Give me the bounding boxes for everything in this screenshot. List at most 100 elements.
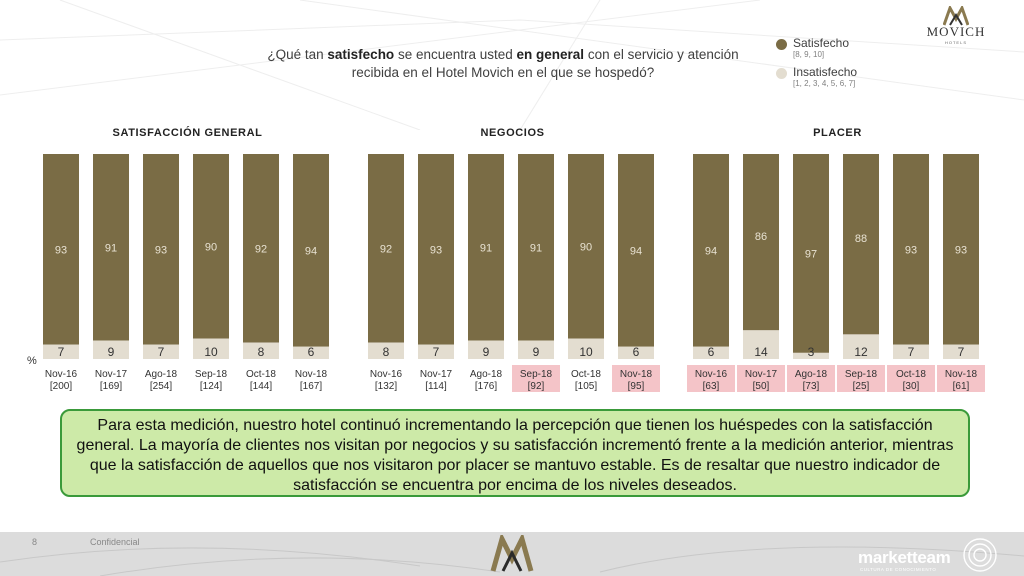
- highlight-cell: [887, 365, 935, 392]
- bar-dissatisfied: [843, 334, 879, 359]
- highlight-cell: [737, 365, 785, 392]
- base-label: [105]: [575, 381, 597, 392]
- data-label-dissatisfied: 14: [754, 345, 768, 359]
- legend-label-dissatisfied: Insatisfecho: [793, 65, 858, 79]
- category-label: Ago-18: [145, 369, 178, 380]
- bar-satisfied: [418, 154, 454, 345]
- question-bold-2: en general: [516, 47, 585, 62]
- category-label: Sep-18: [520, 369, 553, 380]
- data-label-dissatisfied: 6: [708, 345, 715, 359]
- survey-question: ¿Qué tan satisfecho se encuentra usted e…: [258, 46, 748, 82]
- bar-satisfied: [243, 154, 279, 343]
- bar-satisfied: [693, 154, 729, 347]
- category-label: Nov-16: [370, 369, 403, 380]
- data-label-dissatisfied: 10: [579, 345, 593, 359]
- base-label: [73]: [803, 381, 820, 392]
- bar-dissatisfied: [793, 352, 829, 359]
- category-label: Nov-17: [95, 369, 128, 380]
- category-label: Nov-18: [620, 369, 653, 380]
- base-label: [167]: [300, 381, 322, 392]
- base-label: [25]: [853, 381, 870, 392]
- data-label-satisfied: 91: [480, 242, 492, 254]
- category-label: Nov-16: [695, 369, 728, 380]
- highlight-cell: [512, 365, 560, 392]
- bar-satisfied: [43, 154, 79, 345]
- bar-satisfied: [793, 154, 829, 353]
- data-label-dissatisfied: 6: [633, 345, 640, 359]
- page-number: 8: [32, 537, 38, 547]
- legend-range-dissatisfied: [1, 2, 3, 4, 5, 6, 7]: [793, 79, 856, 88]
- data-label-satisfied: 93: [905, 244, 917, 256]
- bar-dissatisfied: [418, 344, 454, 359]
- category-label: Nov-16: [45, 369, 78, 380]
- base-label: [144]: [250, 381, 272, 392]
- base-label: [254]: [150, 381, 172, 392]
- panel-title-negocios: NEGOCIOS: [480, 127, 545, 139]
- base-label: [61]: [953, 381, 970, 392]
- category-label: Nov-18: [295, 369, 328, 380]
- question-text-3: con el servicio y atención recibida en e…: [351, 47, 739, 80]
- data-label-dissatisfied: 7: [58, 345, 65, 359]
- question-bold-1: satisfecho: [327, 47, 395, 62]
- bar-satisfied: [293, 154, 329, 347]
- bar-dissatisfied: [568, 338, 604, 359]
- data-label-dissatisfied: 7: [908, 345, 915, 359]
- bar-dissatisfied: [243, 342, 279, 359]
- data-label-satisfied: 94: [705, 245, 717, 257]
- bar-dissatisfied: [743, 330, 779, 359]
- category-label: Sep-18: [845, 369, 878, 380]
- chart-legend: Satisfecho [8, 9, 10] Insatisfecho [1, 2…: [776, 36, 906, 94]
- data-label-dissatisfied: 9: [483, 345, 490, 359]
- bar-satisfied: [468, 154, 504, 341]
- highlight-cell: [612, 365, 660, 392]
- legend-label-satisfied: Satisfecho: [793, 36, 850, 50]
- legend-swatch-dissatisfied: [776, 68, 787, 79]
- data-label-satisfied: 97: [805, 248, 817, 260]
- category-label: Ago-18: [795, 369, 828, 380]
- data-label-dissatisfied: 9: [108, 345, 115, 359]
- bar-dissatisfied: [468, 340, 504, 359]
- category-label: Oct-18: [571, 369, 601, 380]
- bar-satisfied: [843, 154, 879, 335]
- data-label-satisfied: 92: [380, 243, 392, 255]
- bar-dissatisfied: [43, 344, 79, 359]
- data-label-dissatisfied: 7: [158, 345, 165, 359]
- bar-dissatisfied: [143, 344, 179, 359]
- bar-dissatisfied: [93, 340, 129, 359]
- legend-item-dissatisfied: Insatisfecho [1, 2, 3, 4, 5, 6, 7]: [776, 65, 906, 88]
- movich-logo: MOVICH HOTELS: [918, 6, 994, 48]
- legend-range-satisfied: [8, 9, 10]: [793, 50, 825, 59]
- panel-title-placer: PLACER: [813, 127, 862, 139]
- bar-dissatisfied: [193, 338, 229, 359]
- data-label-dissatisfied: 9: [533, 345, 540, 359]
- category-label: Sep-18: [195, 369, 228, 380]
- bar-dissatisfied: [368, 342, 404, 359]
- data-label-dissatisfied: 8: [258, 345, 265, 359]
- bar-satisfied: [893, 154, 929, 345]
- data-label-dissatisfied: 10: [204, 345, 218, 359]
- category-label: Nov-18: [945, 369, 978, 380]
- confidential-label: Confidencial: [90, 537, 140, 547]
- footer-pattern: [0, 546, 1024, 576]
- bar-dissatisfied: [518, 340, 554, 359]
- base-label: [63]: [703, 381, 720, 392]
- highlight-cell: [687, 365, 735, 392]
- data-label-satisfied: 93: [430, 244, 442, 256]
- base-label: [114]: [425, 381, 447, 392]
- bar-satisfied: [193, 154, 229, 339]
- movich-monogram-icon: [943, 6, 969, 26]
- category-label: Ago-18: [470, 369, 503, 380]
- logo-sub-text: HOTELS: [944, 40, 967, 45]
- data-label-dissatisfied: 6: [308, 345, 315, 359]
- base-label: [200]: [50, 381, 72, 392]
- marketteam-logo-text: marketteam: [858, 548, 951, 567]
- legend-swatch-satisfied: [776, 39, 787, 50]
- panel-title-general: SATISFACCIÓN GENERAL: [112, 127, 263, 139]
- bar-satisfied: [143, 154, 179, 345]
- base-label: [124]: [200, 381, 222, 392]
- marketteam-tagline: CULTURA DE CONOCIMIENTO: [860, 567, 937, 572]
- data-label-satisfied: 86: [755, 231, 767, 243]
- highlight-cell: [937, 365, 985, 392]
- data-label-dissatisfied: 7: [433, 345, 440, 359]
- base-label: [169]: [100, 381, 122, 392]
